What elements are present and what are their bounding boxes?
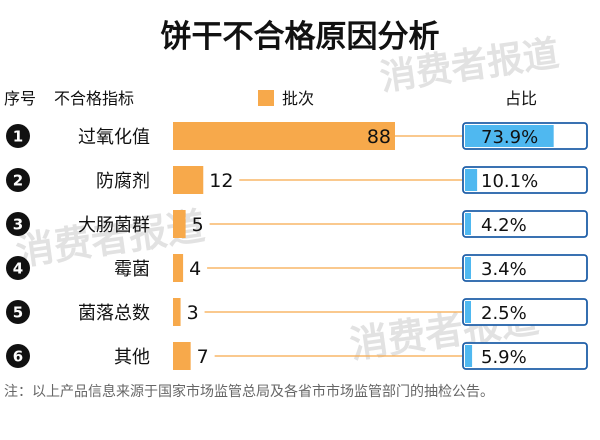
rows: 1 过氧化值 88 73.9% 2 防腐剂 12 10.1% 3 大肠菌群 5 4.2% 4 霉菌 4 3.4… [6,122,588,370]
row-badge [6,124,30,148]
bar [173,122,395,150]
ratio-label: 4.2% [481,215,527,236]
bar-value-label: 7 [197,346,209,368]
bar [173,210,186,238]
category-label: 过氧化值 [78,127,150,148]
header-ratio: 占比 [505,89,537,108]
row-badge [6,300,30,324]
chart-title: 饼干不合格原因分析 [161,19,440,55]
bar-value-label: 4 [189,258,201,280]
footnote: 注：以上产品信息来源于国家市场监管总局及各省市市场监管部门的抽检公告。 [4,383,494,400]
bar-value-label: 3 [187,302,199,324]
ratio-box [462,254,588,282]
category-label: 其他 [114,347,150,368]
ratio-box [462,298,588,326]
row-badge-number: 4 [13,260,23,278]
row-badge-number: 1 [13,128,23,146]
row-badge [6,256,30,280]
ratio-fill [465,257,471,279]
ratio-fill [465,169,478,191]
ratio-box [462,166,588,194]
row-badge-number: 6 [13,348,23,366]
header-indicator: 不合格指标 [54,89,134,108]
ratio-fill [465,125,554,147]
ratio-fill [465,301,471,323]
ratio-label: 3.4% [481,259,527,280]
legend-label: 批次 [282,89,314,108]
ratio-label: 5.9% [481,347,527,368]
row-badge-number: 2 [13,172,23,190]
ratio-fill [465,345,473,367]
row-badge [6,168,30,192]
bar [173,254,184,282]
row-badge-number: 3 [13,216,23,234]
ratio-box [462,210,588,238]
bar [173,342,191,370]
bar [173,166,204,194]
bar-value-label: 12 [209,170,233,192]
category-label: 防腐剂 [96,171,150,192]
category-label: 菌落总数 [78,303,150,324]
row-badge [6,344,30,368]
category-label: 大肠菌群 [78,215,150,236]
ratio-label: 73.9% [481,127,538,148]
bar-value-label: 5 [192,214,204,236]
ratio-label: 2.5% [481,303,527,324]
row-badge [6,212,30,236]
footnote-line-1: 注：以上产品信息来源于国家市场监管总局及各省市市场监管部门的抽检公告。 [4,383,494,400]
ratio-fill [465,213,471,235]
bar-value-label: 88 [367,126,391,148]
ratio-label: 10.1% [481,171,538,192]
row-badge-number: 5 [13,304,23,322]
header-index: 序号 [4,89,36,108]
ratio-box [462,342,588,370]
bar [173,298,181,326]
legend-swatch [258,90,274,106]
category-label: 霉菌 [114,259,150,280]
